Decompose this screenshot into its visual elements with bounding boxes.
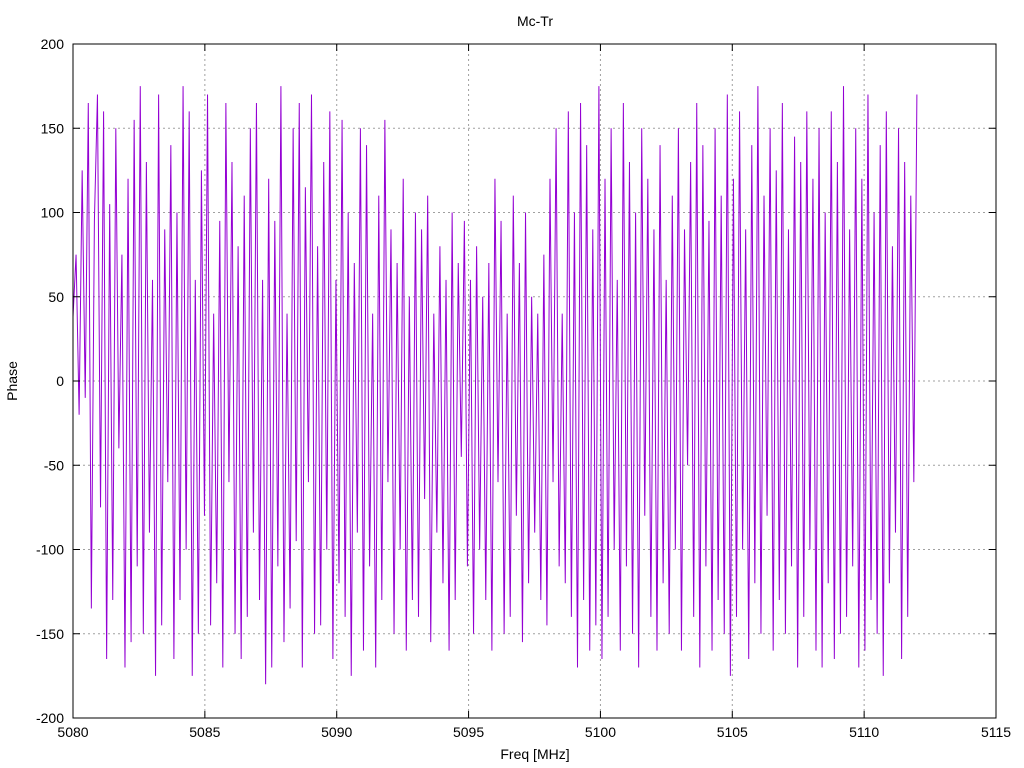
x-tick-label: 5090 bbox=[321, 724, 352, 740]
x-tick-label: 5095 bbox=[453, 724, 484, 740]
y-tick-label: -50 bbox=[44, 457, 64, 473]
plot-frame bbox=[72, 43, 997, 719]
y-tick-label: -150 bbox=[36, 626, 64, 642]
x-tick-label: 5100 bbox=[585, 724, 616, 740]
x-tick-label: 5080 bbox=[57, 724, 88, 740]
x-tick-label: 5110 bbox=[849, 724, 879, 740]
y-tick-label: -100 bbox=[36, 542, 64, 558]
y-axis-label: Phase bbox=[4, 361, 20, 401]
y-tick-label: 200 bbox=[41, 36, 65, 52]
y-tick-label: 0 bbox=[56, 373, 64, 389]
y-tick-label: 50 bbox=[48, 289, 64, 305]
x-tick-label: 5105 bbox=[717, 724, 748, 740]
plot-area bbox=[72, 86, 918, 685]
y-tick-label: 150 bbox=[41, 120, 65, 136]
series-line-0 bbox=[72, 86, 918, 685]
tick-labels: 5080 5085 5090 5095 5100 5105 5110 5115 -200 -150… bbox=[36, 36, 1011, 740]
x-axis-label: Freq [MHz] bbox=[500, 746, 569, 762]
y-tick-label: -200 bbox=[36, 710, 64, 726]
x-tick-label: 5085 bbox=[189, 724, 220, 740]
x-tick-label: 5115 bbox=[981, 724, 1011, 740]
chart-title: Mc-Tr bbox=[517, 13, 553, 29]
y-tick-label: 100 bbox=[41, 205, 65, 221]
